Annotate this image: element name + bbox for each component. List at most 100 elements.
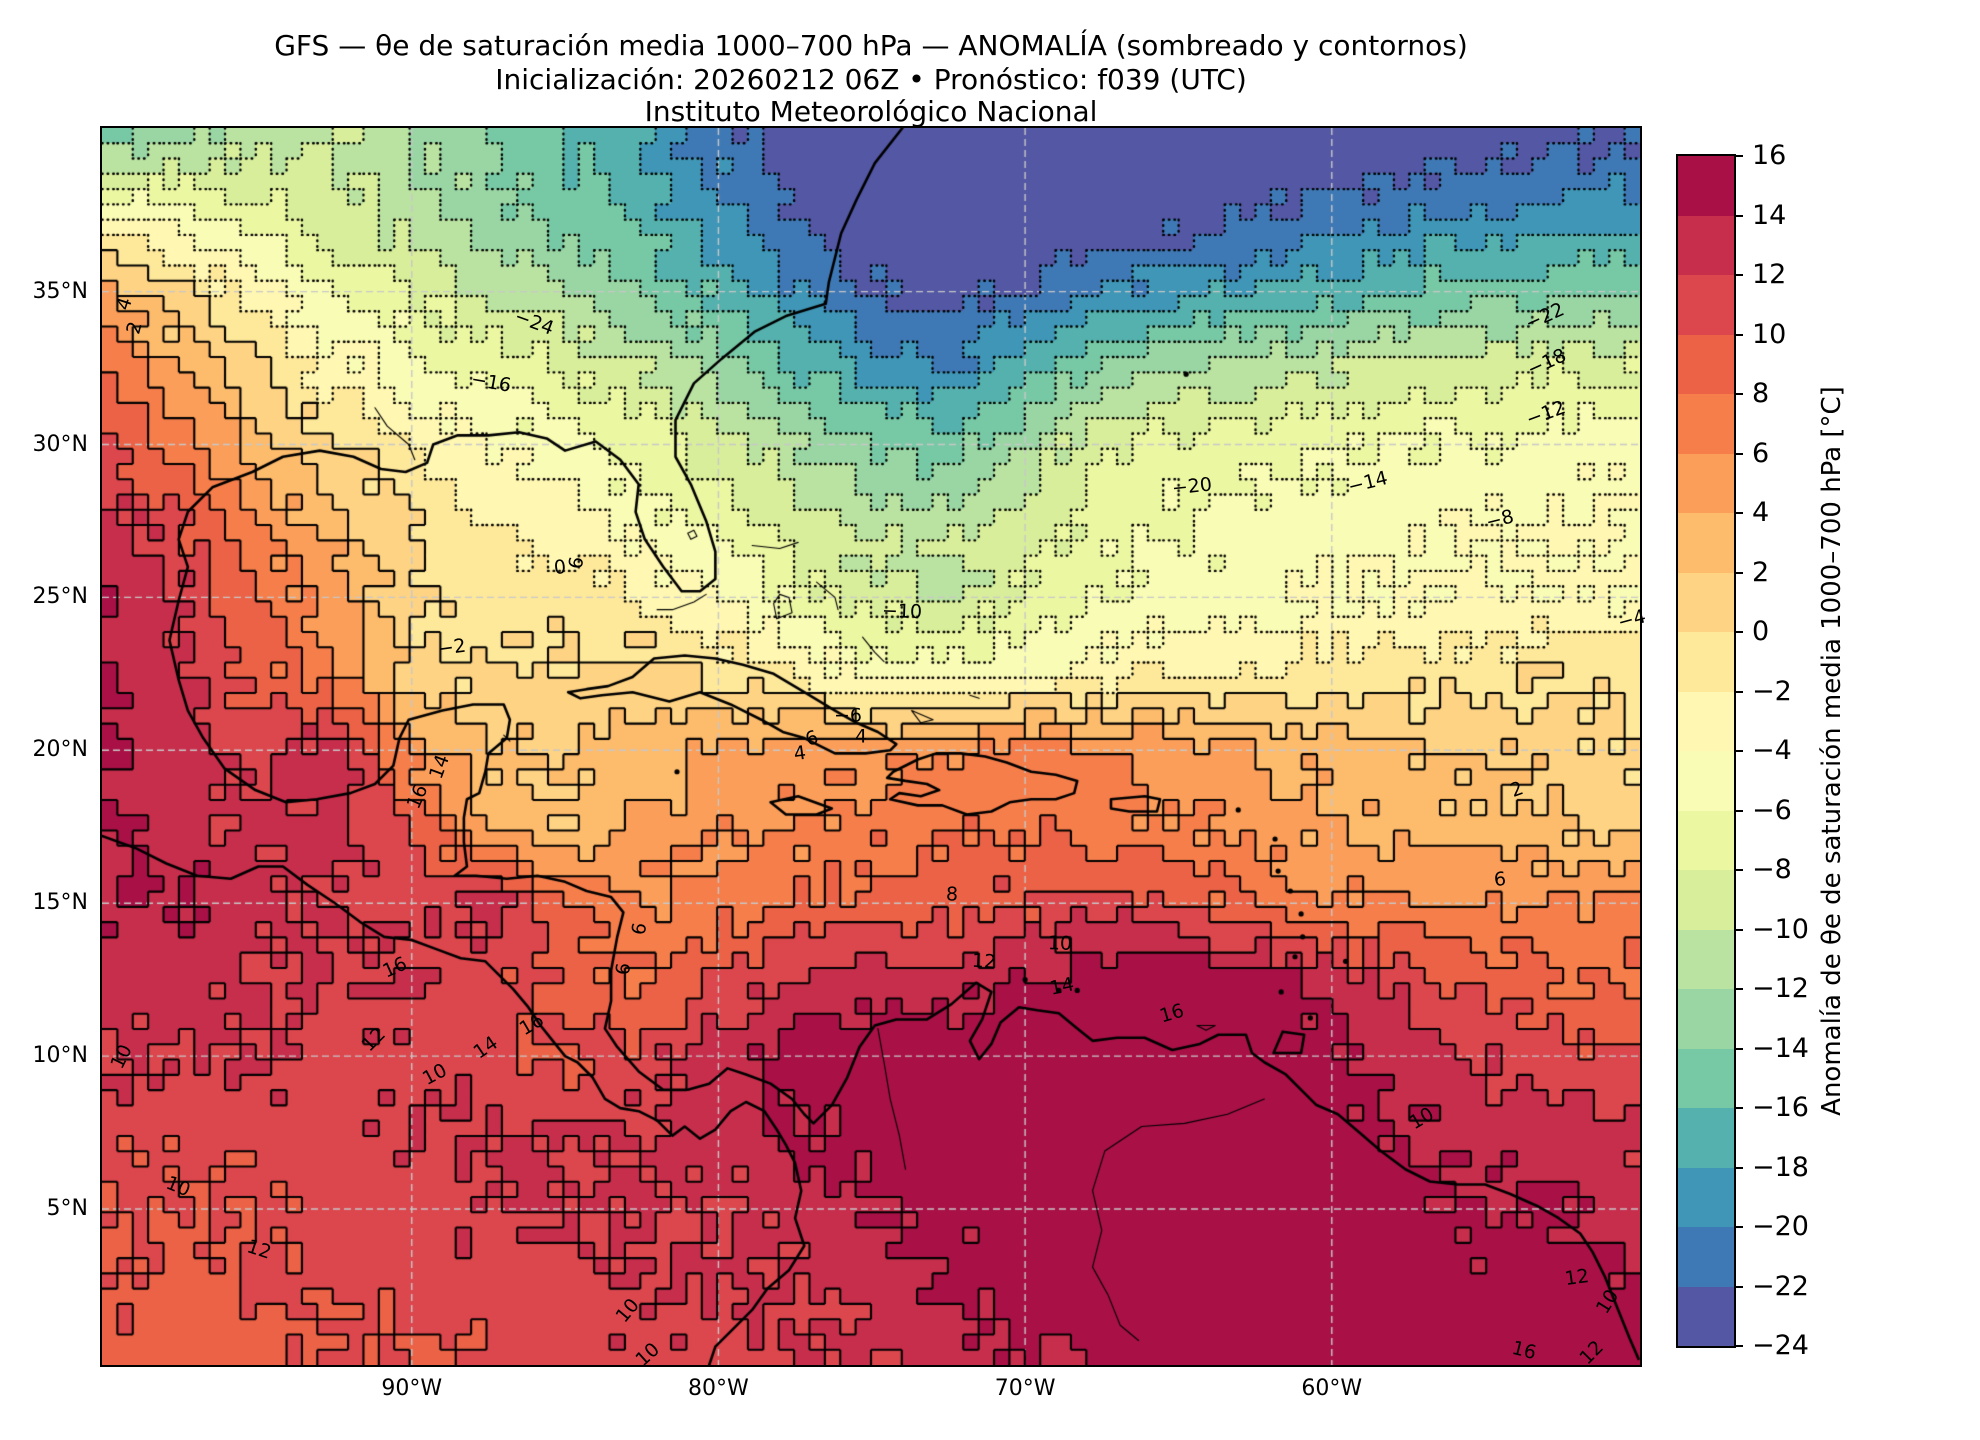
colorbar-segment — [1678, 215, 1734, 275]
contour-label: 12 — [971, 949, 997, 974]
colorbar-segment — [1678, 453, 1734, 513]
contour-label: −4 — [1615, 605, 1649, 634]
colorbar-tick — [1734, 1226, 1743, 1228]
colorbar-tick — [1734, 274, 1743, 276]
lat-tick-label: 10°N — [32, 1043, 88, 1069]
colorbar-tick — [1734, 1047, 1743, 1050]
colorbar-tick — [1734, 393, 1743, 395]
colorbar-tick — [1734, 155, 1743, 157]
colorbar-segment — [1678, 632, 1734, 692]
colorbar-segment — [1678, 1286, 1734, 1346]
colorbar-tick — [1734, 750, 1743, 752]
colorbar-tick — [1734, 928, 1743, 931]
contour-labels-layer: −24 −16 −22 −18 −12 −20 −14 −8 −10 −6 −2 −4 0 4 2 6 4 6 4 8… — [102, 128, 1648, 1371]
contour-label: −8 — [1483, 505, 1517, 534]
contour-label: −20 — [1170, 473, 1214, 500]
contour-label: 16 — [379, 952, 411, 983]
colorbar-tick-label: −24 — [1752, 1330, 1809, 1361]
contour-label: 4 — [854, 725, 868, 748]
colorbar-tick — [1734, 512, 1743, 514]
colorbar — [1676, 154, 1736, 1348]
colorbar-tick-label: −16 — [1752, 1092, 1809, 1123]
contour-label: 10 — [631, 1338, 665, 1371]
contour-label: 10 — [611, 1294, 644, 1328]
contour-label: 6 — [1492, 868, 1507, 891]
lat-tick-label: 20°N — [32, 737, 88, 763]
colorbar-tick — [1734, 1345, 1743, 1347]
colorbar-segment — [1678, 572, 1734, 632]
lon-tick-label: 80°W — [688, 1376, 749, 1401]
map-plot-area: −24 −16 −22 −18 −12 −20 −14 −8 −10 −6 −2 −4 0 4 2 6 4 6 4 8… — [100, 126, 1648, 1371]
colorbar-tick-label: 8 — [1752, 378, 1770, 409]
colorbar-segment — [1678, 1167, 1734, 1227]
colorbar-segment — [1678, 810, 1734, 870]
colorbar-tick-label: 6 — [1752, 437, 1770, 469]
colorbar-segment — [1678, 989, 1734, 1049]
colorbar-tick — [1734, 1107, 1743, 1109]
colorbar-tick-label: −10 — [1752, 913, 1809, 945]
lon-tick-label: 90°W — [381, 1376, 443, 1401]
contour-label: 12 — [357, 1023, 390, 1056]
colorbar-segment — [1678, 870, 1734, 930]
colorbar-segment — [1678, 751, 1734, 811]
colorbar-tick-label: 12 — [1752, 259, 1787, 290]
colorbar-tick-label: 4 — [1752, 497, 1770, 528]
colorbar-tick-label: −20 — [1752, 1211, 1809, 1242]
colorbar-tick — [1734, 214, 1743, 217]
colorbar-tick-label: −8 — [1752, 854, 1792, 885]
colorbar-segment — [1678, 929, 1734, 989]
contour-label: 4 — [792, 741, 808, 766]
colorbar-tick-label: −6 — [1752, 794, 1792, 826]
colorbar-tick-label: −18 — [1752, 1151, 1809, 1183]
contour-label: −6 — [833, 704, 863, 727]
page-title: GFS — θe de saturación media 1000–700 hP… — [274, 29, 1468, 62]
contour-label: 16 — [515, 1008, 548, 1041]
contour-label: 10 — [1405, 1102, 1438, 1135]
colorbar-tick-label: −12 — [1752, 973, 1809, 1004]
contour-label: 16 — [1509, 1336, 1539, 1365]
colorbar-tick — [1734, 333, 1743, 336]
colorbar-tick-label: 2 — [1752, 556, 1770, 588]
contour-label: −10 — [881, 599, 923, 624]
colorbar-tick — [1734, 690, 1743, 693]
contour-label: 6 — [627, 921, 652, 937]
lat-tick-label: 25°N — [32, 584, 88, 610]
contour-label: 6 — [564, 555, 589, 571]
colorbar-segment — [1678, 513, 1734, 573]
contour-label: 10 — [1591, 1285, 1624, 1318]
colorbar-segment — [1678, 1227, 1734, 1287]
contour-label: −12 — [1523, 396, 1569, 431]
colorbar-segment — [1678, 394, 1734, 454]
contour-label: −24 — [511, 305, 557, 340]
colorbar-segment — [1678, 691, 1734, 751]
colorbar-tick — [1734, 1166, 1743, 1169]
contour-label: −16 — [469, 368, 513, 397]
contour-label: 6 — [611, 961, 636, 977]
contour-label: 12 — [244, 1235, 275, 1264]
contour-label: −2 — [436, 634, 468, 661]
contour-label: 10 — [106, 1041, 137, 1073]
contour-label: 8 — [945, 883, 959, 906]
colorbar-tick-label: −22 — [1752, 1270, 1809, 1302]
page-subtitle-institute: Instituto Meteorológico Nacional — [644, 95, 1098, 128]
contour-label: 10 — [162, 1171, 194, 1202]
contour-label: 14 — [469, 1031, 502, 1064]
colorbar-tick — [1734, 452, 1743, 455]
colorbar-segment — [1678, 334, 1734, 394]
contour-label: 12 — [1575, 1336, 1608, 1369]
colorbar-tick — [1734, 631, 1743, 633]
colorbar-tick-label: 16 — [1752, 140, 1787, 171]
contour-label: 2 — [122, 319, 147, 337]
contour-label: 14 — [425, 751, 455, 782]
contour-label: 10 — [418, 1059, 451, 1090]
lon-tick-label: 60°W — [1301, 1376, 1363, 1401]
lat-tick-label: 35°N — [32, 278, 88, 304]
contour-label: 12 — [1563, 1264, 1591, 1291]
contour-label: 16 — [1157, 999, 1187, 1028]
lat-tick-label: 5°N — [46, 1196, 88, 1222]
colorbar-tick — [1734, 1285, 1743, 1288]
colorbar-segment — [1678, 1108, 1734, 1168]
contour-label: 4 — [112, 294, 137, 313]
page-subtitle-init-forecast: Inicialización: 20260212 06Z • Pronóstic… — [495, 63, 1247, 96]
